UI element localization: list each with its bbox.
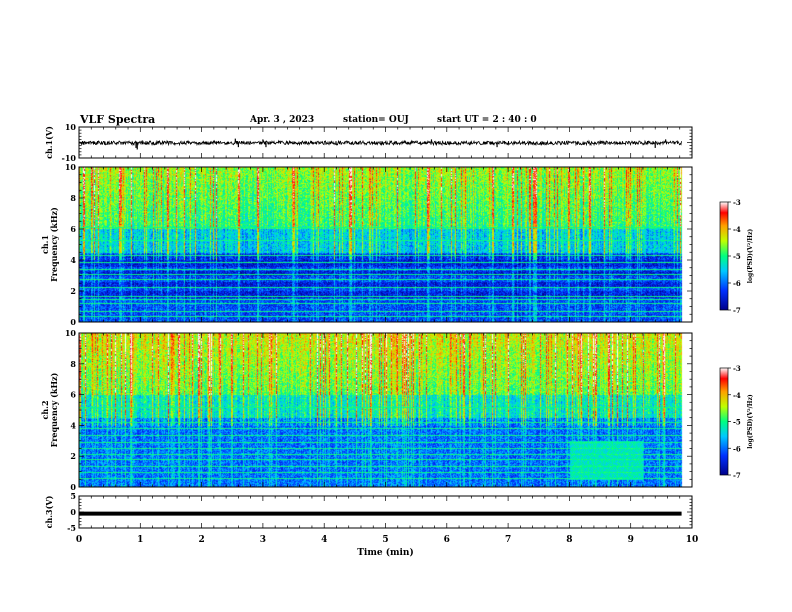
y-tick-label: -10 <box>62 153 77 163</box>
colorbar-tick-label: -4 <box>733 225 741 234</box>
ch2-spectrogram-image <box>79 333 692 487</box>
y-tick-label: 6 <box>70 224 76 234</box>
x-tick-label: 10 <box>686 535 699 545</box>
colorbar-label: log(PSD)(V²/Hz) <box>747 229 754 284</box>
x-tick-label: 6 <box>444 535 450 545</box>
station-label: station= OUJ <box>343 115 409 125</box>
ch1-spectrogram-image <box>79 167 692 322</box>
colorbar <box>719 201 729 311</box>
colorbar-tick-label: -5 <box>733 418 741 427</box>
y-axis-label: ch.3(V) <box>44 495 54 528</box>
x-tick-label: 7 <box>505 535 511 545</box>
y-tick-label: 0 <box>70 482 76 492</box>
colorbar-tick-label: -6 <box>733 279 741 288</box>
y-tick-label: 0 <box>70 317 76 327</box>
ch1-waveform-trace <box>78 139 682 147</box>
y-tick-label: 8 <box>70 193 76 203</box>
colorbar-tick-label: -5 <box>733 252 741 261</box>
x-tick-label: 9 <box>628 535 634 545</box>
y-axis-label: ch.1(V) <box>44 126 54 159</box>
colorbar-label: log(PSD)(V²/Hz) <box>747 394 754 449</box>
y-tick-label: 4 <box>70 255 76 265</box>
y-axis-label: Frequency (kHz) <box>49 207 59 282</box>
y-tick-label: 2 <box>70 451 76 461</box>
y-axis-label: Frequency (kHz) <box>49 372 59 447</box>
colorbar-tick-label: -3 <box>733 364 741 373</box>
colorbar-tick-label: -7 <box>733 471 741 480</box>
y-axis-label: ch.1 <box>40 235 50 254</box>
y-tick-label: 6 <box>70 390 76 400</box>
x-tick-label: 8 <box>566 535 572 545</box>
y-tick-label: 10 <box>65 328 77 338</box>
colorbar-tick-label: -7 <box>733 306 741 315</box>
x-tick-label: 4 <box>321 535 327 545</box>
figure-title: VLF Spectra <box>80 113 156 126</box>
y-tick-label: 8 <box>70 359 76 369</box>
y-tick-label: -5 <box>67 523 76 533</box>
y-tick-label: 4 <box>70 420 76 430</box>
y-axis-label: ch.2 <box>40 400 50 419</box>
y-tick-label: 0 <box>70 507 76 517</box>
x-tick-label: 0 <box>76 535 82 545</box>
y-tick-label: 10 <box>65 162 77 172</box>
colorbar-tick-label: -6 <box>733 444 741 453</box>
y-tick-label: 10 <box>65 122 77 132</box>
date-label: Apr. 3 , 2023 <box>250 115 315 125</box>
x-tick-label: 5 <box>382 535 388 545</box>
y-tick-label: 5 <box>70 491 76 501</box>
colorbar-tick-label: -4 <box>733 391 741 400</box>
start-time-label: start UT = 2 : 40 : 0 <box>437 115 537 125</box>
x-tick-label: 2 <box>198 535 204 545</box>
y-tick-label: 2 <box>70 286 76 296</box>
colorbar <box>719 367 729 476</box>
x-tick-label: 3 <box>260 535 266 545</box>
x-axis-label: Time (min) <box>357 547 414 558</box>
colorbar-tick-label: -3 <box>733 198 741 207</box>
x-tick-label: 1 <box>137 535 143 545</box>
